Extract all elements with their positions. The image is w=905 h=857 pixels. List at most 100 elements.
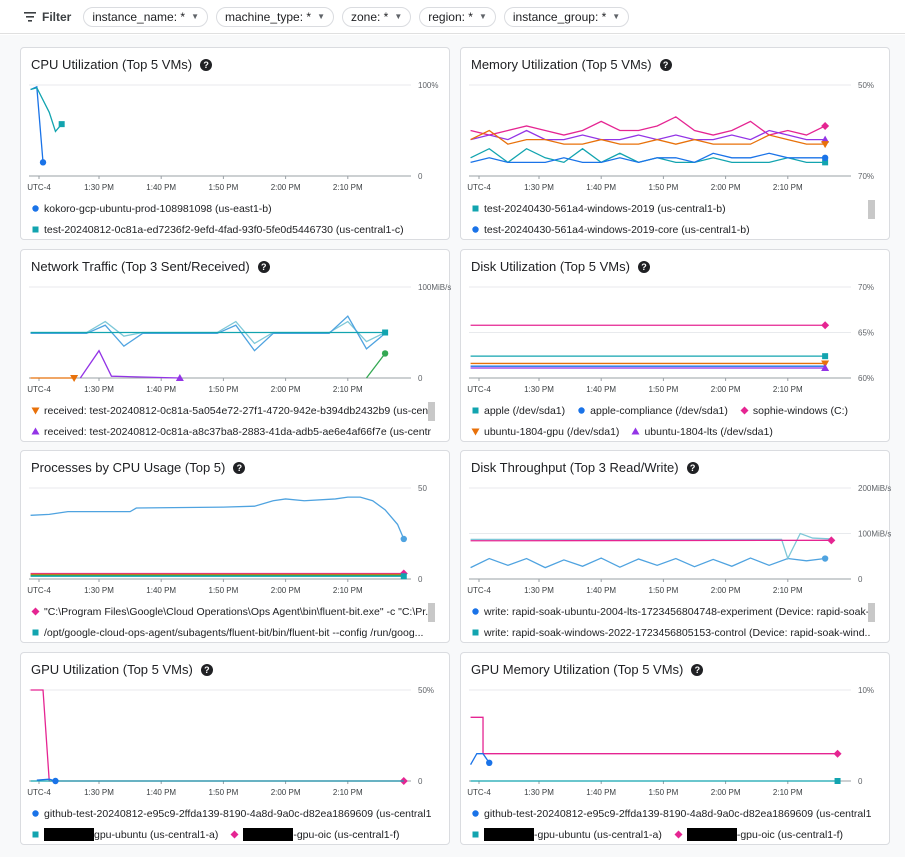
legend-item[interactable]: github-test-20240812-e95c9-2ffda139-8190… [471,808,871,820]
x-tick-label: 1:30 PM [84,183,114,192]
chart-legend: github-test-20240812-e95c9-2ffda139-8190… [31,803,431,845]
legend-label: github-test-20240812-e95c9-2ffda139-8190… [484,807,871,820]
chart-title: GPU Utilization (Top 5 VMs)? [31,662,213,677]
legend-item[interactable]: apple-compliance (/dev/sda1) [577,405,728,417]
legend-item[interactable]: kokoro-gcp-ubuntu-prod-108981098 (us-eas… [31,203,272,215]
help-icon[interactable]: ? [637,260,650,273]
chart-plot: 50 0 UTC-4 1:30 PM 1:40 PM 1:50 PM 2:00 PM 2:10… [27,484,427,595]
legend-label: /opt/google-cloud-ops-agent/subagents/fl… [44,626,424,639]
series-pink [470,716,842,758]
chart-panel: GPU Utilization (Top 5 VMs)? 50% 0 UTC-4 1:3… [20,652,450,845]
legend-item[interactable]: test-20240430-561a4-windows-2019 (us-cen… [471,203,726,215]
series-pink [30,689,408,785]
filter-chip[interactable]: region: * ▼ [419,6,496,27]
diamond-marker-icon [740,406,749,415]
circle-marker-icon [578,407,585,414]
diamond-marker-icon [674,830,683,839]
chart-panel: GPU Memory Utilization (Top 5 VMs)? 10% 0 U… [460,652,890,845]
help-icon[interactable]: ? [659,58,672,71]
chart-legend: github-test-20240812-e95c9-2ffda139-8190… [471,803,871,845]
square-marker-icon [472,629,479,636]
series-purple [470,363,830,371]
legend-scrollbar[interactable] [868,200,875,219]
filter-chip[interactable]: instance_name: * ▼ [83,6,208,27]
legend-item[interactable]: /opt/google-cloud-ops-agent/subagents/fl… [31,627,423,639]
square-marker-icon [472,831,479,838]
legend-marker [31,607,40,616]
chip-label: zone: * [350,9,389,24]
series-teal [30,86,65,133]
series-end-marker [70,375,79,382]
x-tick-label: UTC-4 [27,586,51,595]
chart-title: Network Traffic (Top 3 Sent/Received)? [31,259,270,274]
circle-marker-icon [32,205,39,212]
help-icon[interactable]: ? [200,663,213,676]
x-tick-label: 2:10 PM [773,788,803,797]
circle-marker-icon [472,608,479,615]
series-line [30,85,44,163]
y-tick-label: 0 [858,575,863,584]
chart-title-text: CPU Utilization (Top 5 VMs) [31,57,193,72]
x-tick-label: 2:10 PM [773,586,803,595]
legend-item[interactable]: write: rapid-soak-windows-2022-172345680… [471,627,871,639]
chevron-down-icon: ▼ [317,12,325,21]
legend-item[interactable]: -gpu-ubuntu (us-central1-a) [471,828,662,841]
help-icon[interactable]: ? [200,58,213,71]
help-icon[interactable]: ? [257,260,270,273]
filter-chip[interactable]: zone: * ▼ [341,6,412,27]
series-lightblue [470,555,829,569]
legend-item[interactable]: received: test-20240812-0c81a-5a054e72-2… [31,405,431,417]
chart-title-text: GPU Utilization (Top 5 VMs) [31,662,193,677]
legend-label: write: rapid-soak-ubuntu-2004-lts-172345… [484,605,871,618]
x-tick-label: 2:00 PM [711,183,741,192]
diamond-marker-icon [31,607,40,616]
x-tick-label: 2:10 PM [773,385,803,394]
legend-item[interactable]: test-20240430-561a4-windows-2019-core (u… [471,224,750,236]
legend-label: gpu-ubuntu (us-central1-a) [94,828,219,841]
legend-row: /opt/google-cloud-ops-agent/subagents/fl… [31,622,431,643]
series-teal [470,778,841,784]
chip-label: instance_name: * [92,9,186,24]
legend-label: test-20240430-561a4-windows-2019-core (u… [484,223,750,236]
series-end-marker [382,329,389,336]
help-icon[interactable]: ? [691,663,704,676]
help-icon[interactable]: ? [233,461,246,474]
legend-marker [472,226,479,233]
legend-scrollbar[interactable] [428,603,435,622]
legend-item[interactable]: -gpu-oic (us-central1-f) [230,828,400,841]
legend-scrollbar[interactable] [428,402,435,421]
series-lightblue [30,496,407,543]
series-end-marker [821,360,830,368]
chart-legend: write: rapid-soak-ubuntu-2004-lts-172345… [471,601,875,643]
legend-row: github-test-20240812-e95c9-2ffda139-8190… [31,803,431,824]
legend-label: -gpu-ubuntu (us-central1-a) [534,828,662,841]
x-tick-label: 2:10 PM [333,788,363,797]
legend-item[interactable]: write: rapid-soak-ubuntu-2004-lts-172345… [471,606,871,618]
legend-item[interactable]: "C:\Program Files\Google\Cloud Operation… [31,606,431,618]
legend-item[interactable]: apple (/dev/sda1) [471,405,565,417]
legend-label: ubuntu-1804-gpu (/dev/sda1) [484,425,620,438]
filter-chip[interactable]: instance_group: * ▼ [503,6,630,27]
filter-button[interactable]: Filter [24,10,71,24]
chart-plot: 100% 0 UTC-4 1:30 PM 1:40 PM 1:50 PM 2:00 PM 2:… [27,81,438,192]
legend-item[interactable]: received: test-20240812-0c81a-a8c37ba8-2… [31,426,431,438]
legend-label: test-20240430-561a4-windows-2019 (us-cen… [484,202,726,215]
legend-item[interactable]: test-20240812-0c81a-ed7236f2-9efd-4fad-9… [31,224,404,236]
legend-scrollbar[interactable] [868,603,875,622]
legend-label: write: rapid-soak-windows-2022-172345680… [484,626,871,639]
help-icon[interactable]: ? [686,461,699,474]
y-tick-label: 70% [858,283,874,292]
y-tick-label: 50% [418,686,434,695]
legend-item[interactable]: sophie-windows (C:) [740,405,848,417]
series-line [470,753,490,765]
series-end-marker [822,159,829,166]
legend-marker [631,427,640,435]
series-blue [30,85,47,166]
legend-item[interactable]: ubuntu-1804-gpu (/dev/sda1) [471,426,619,438]
legend-item[interactable]: -gpu-oic (us-central1-f) [674,828,843,841]
legend-item[interactable]: ubuntu-1804-lts (/dev/sda1) [631,426,773,438]
y-tick-label: 50% [858,81,874,90]
legend-item[interactable]: github-test-20240812-e95c9-2ffda139-8190… [31,808,431,820]
legend-item[interactable]: gpu-ubuntu (us-central1-a) [31,828,218,841]
filter-chip[interactable]: machine_type: * ▼ [216,6,334,27]
